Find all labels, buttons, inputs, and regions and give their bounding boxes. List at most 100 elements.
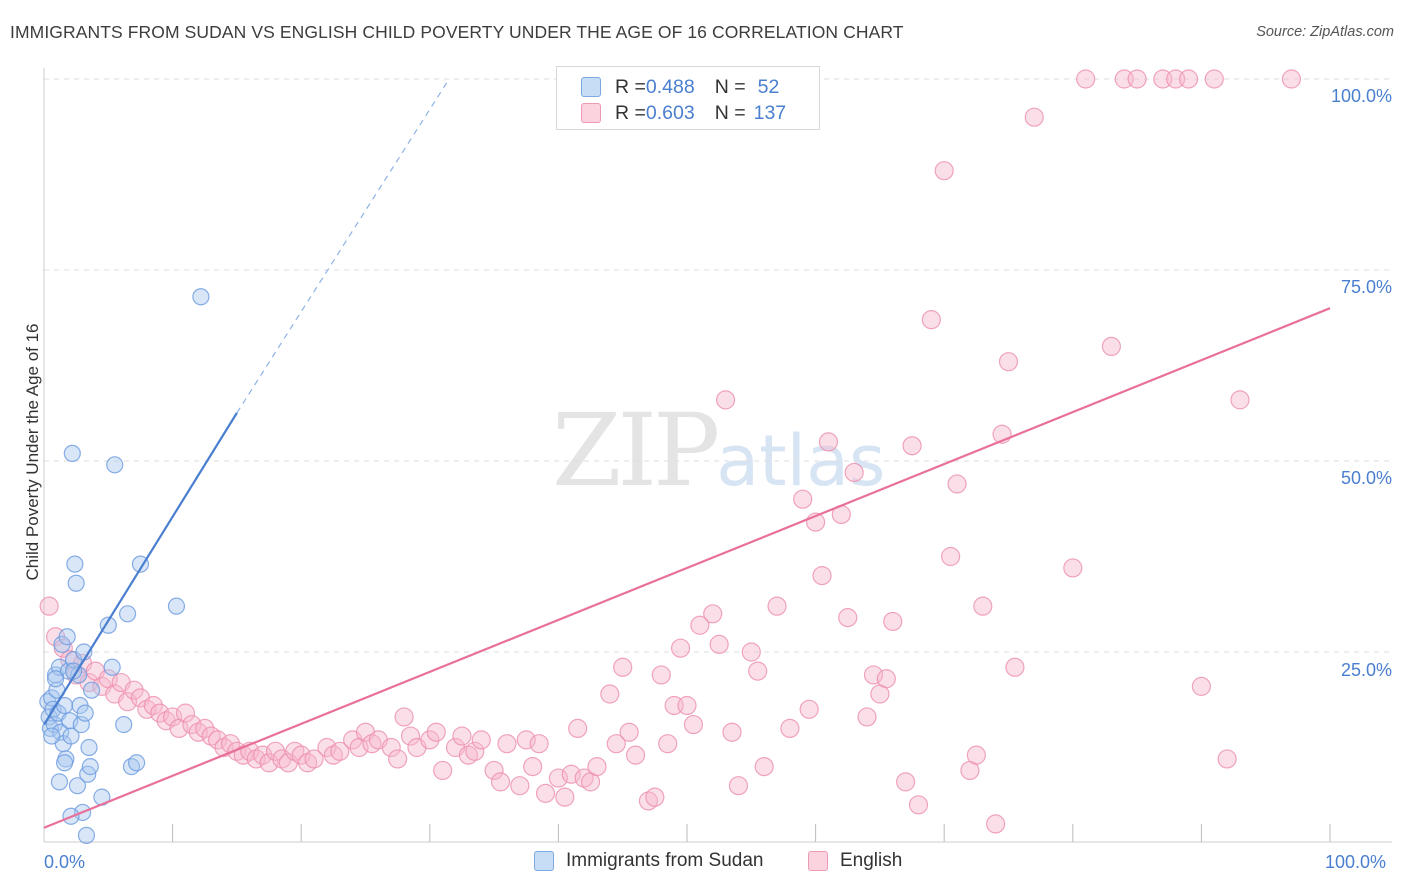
sudan-point <box>67 574 85 592</box>
english-point <box>1281 69 1302 89</box>
sudan-point <box>55 754 74 772</box>
english-point <box>124 680 144 700</box>
english-point <box>690 615 710 635</box>
english-point <box>117 692 138 712</box>
legend-swatch-english <box>581 103 601 123</box>
english-point <box>973 596 993 616</box>
english-point <box>863 665 884 685</box>
english-point <box>1204 69 1224 89</box>
sudan-point <box>103 658 121 676</box>
sudan-point <box>63 444 81 462</box>
english-point <box>452 726 472 746</box>
watermark-zip: ZIP <box>552 392 720 509</box>
sudan-point <box>131 555 150 573</box>
trend-lines <box>43 78 1331 829</box>
english-point <box>143 695 163 716</box>
english-point <box>709 634 729 654</box>
english-point <box>767 596 787 616</box>
english-point <box>722 722 742 742</box>
sudan-point <box>127 754 146 772</box>
legend-swatch-sudan <box>581 77 601 97</box>
sudan-points <box>39 288 210 844</box>
sudan-point <box>80 738 98 757</box>
legend-r-label: R = <box>615 101 646 124</box>
legend-n-value-sudan: 52 <box>757 75 780 98</box>
english-point <box>941 546 961 567</box>
english-point <box>1217 749 1237 769</box>
chart-title: IMMIGRANTS FROM SUDAN VS ENGLISH CHILD P… <box>10 22 904 42</box>
english-point <box>908 795 929 815</box>
sudan-point <box>192 288 210 306</box>
english-point <box>150 703 170 723</box>
y-tick-50: 50.0% <box>1340 468 1392 488</box>
english-point <box>670 638 691 658</box>
english-point <box>934 161 954 181</box>
english-point <box>754 756 774 777</box>
english-point <box>619 722 639 742</box>
y-tick-75: 75.0% <box>1340 277 1392 297</box>
stats-legend: R = 0.488 N = 52 R = 0.603 N = 137 <box>556 66 820 130</box>
english-point <box>600 684 620 704</box>
english-point <box>780 718 800 739</box>
sudan-point <box>66 555 84 573</box>
english-point <box>876 669 896 689</box>
sudan-point <box>43 727 61 745</box>
english-point <box>1076 69 1096 89</box>
sudan-point <box>99 616 117 634</box>
english-point <box>175 703 196 723</box>
english-point <box>896 772 916 792</box>
english-point <box>998 352 1019 372</box>
english-point <box>613 657 633 677</box>
english-point <box>683 714 704 735</box>
sudan-point <box>167 597 186 615</box>
sudan-point <box>50 773 69 791</box>
legend-row-english: R = 0.603 N = 137 <box>581 101 786 125</box>
english-point <box>471 730 491 750</box>
english-point <box>304 749 324 769</box>
english-point <box>259 753 279 773</box>
english-point <box>1230 390 1250 410</box>
sudan-point <box>81 757 99 776</box>
sudan-point <box>46 670 65 688</box>
legend-r-value-sudan: 0.488 <box>645 75 695 98</box>
english-points <box>39 69 1302 834</box>
sudan-point <box>62 727 80 745</box>
english-point <box>818 432 839 452</box>
english-point <box>902 436 922 456</box>
legend-label-english: English <box>840 850 903 871</box>
legend-item-sudan[interactable]: Immigrants from Sudan <box>534 850 763 872</box>
english-point <box>523 756 543 777</box>
sudan-point <box>77 826 96 844</box>
english-point <box>986 814 1006 834</box>
sudan-point <box>118 605 137 623</box>
english-point <box>1191 676 1212 696</box>
source-credit: Source: ZipAtlas.com <box>1256 24 1394 40</box>
english-point <box>1063 558 1083 578</box>
english-point <box>966 745 986 765</box>
english-point <box>53 638 73 658</box>
english-point <box>420 730 440 750</box>
english-point <box>291 745 311 765</box>
english-trend-line <box>43 307 1331 829</box>
y-tick-25: 25.0% <box>1340 660 1392 680</box>
english-point <box>703 604 723 624</box>
english-point <box>388 749 408 769</box>
sudan-trend-extension <box>236 78 450 414</box>
english-point <box>1024 107 1044 127</box>
axes <box>43 68 1392 843</box>
legend-item-english[interactable]: English <box>808 850 902 872</box>
english-point <box>317 737 337 758</box>
english-point <box>838 608 858 628</box>
english-point <box>497 734 517 754</box>
english-point <box>381 737 401 758</box>
legend-r-value-english: 0.603 <box>645 101 695 124</box>
english-point <box>330 741 350 761</box>
x-tick-100: 100.0% <box>1325 852 1387 872</box>
english-point <box>265 741 286 761</box>
sudan-point <box>64 662 83 680</box>
legend-n-label: N = <box>714 75 746 98</box>
english-point <box>529 734 549 754</box>
english-point <box>645 787 665 807</box>
english-point <box>484 760 504 781</box>
